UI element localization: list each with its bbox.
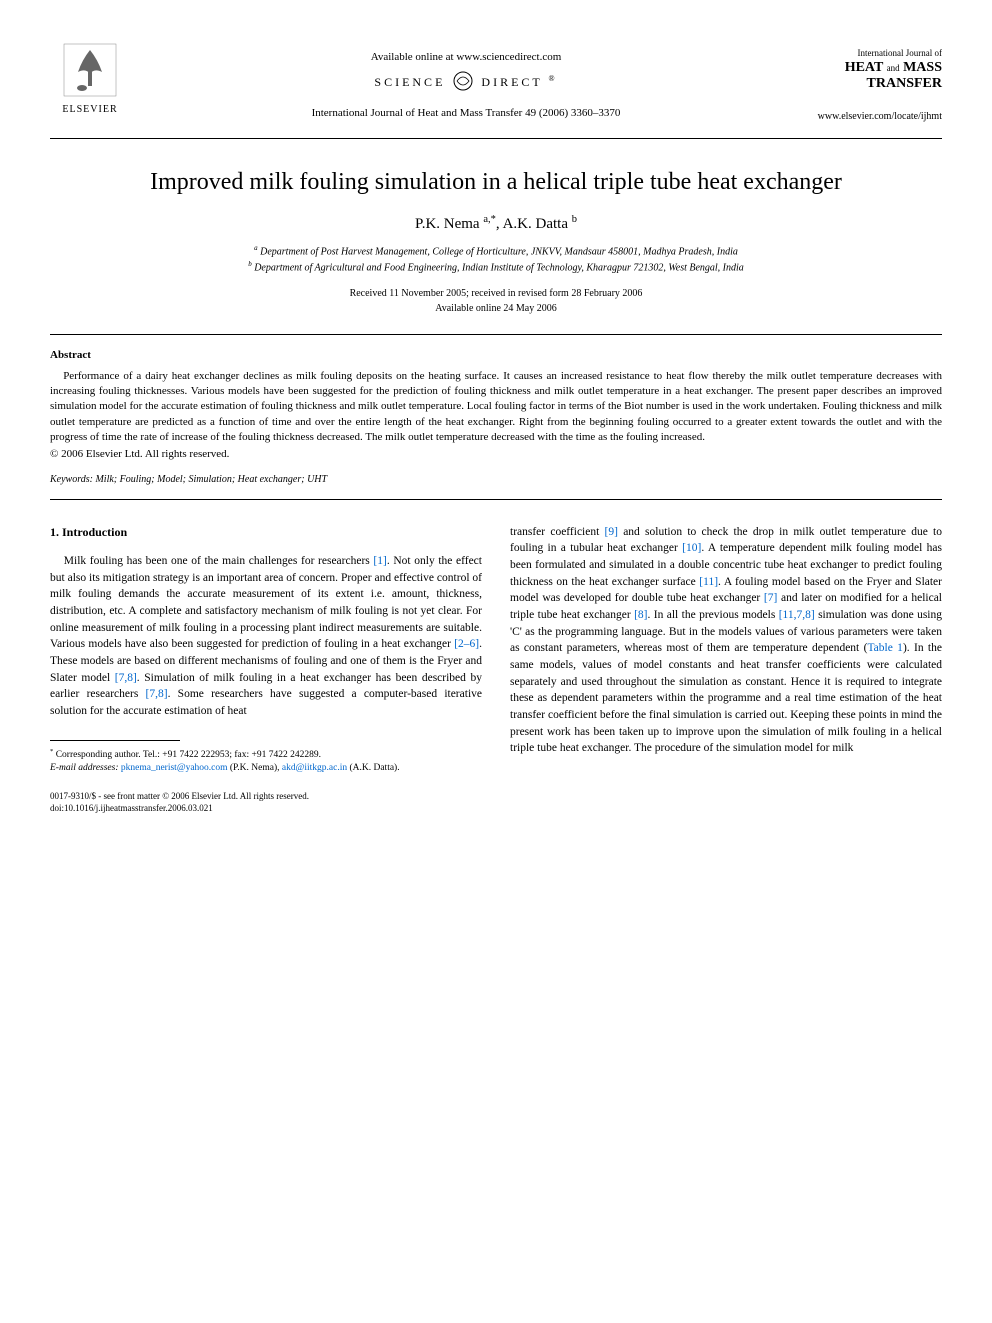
abstract-bottom-rule: [50, 499, 942, 500]
article-dates: Received 11 November 2005; received in r…: [50, 286, 942, 316]
abstract-text: Performance of a dairy heat exchanger de…: [50, 369, 942, 446]
sd-swirl-icon: [451, 69, 475, 97]
author-1: P.K. Nema: [415, 216, 480, 232]
header-rule: [50, 138, 942, 139]
available-online-text: Available online at www.sciencedirect.co…: [130, 51, 802, 63]
journal-subtitle: International Journal of: [802, 48, 942, 58]
footnote-separator: [50, 740, 180, 741]
registered-icon: ®: [549, 74, 558, 83]
journal-url: www.elsevier.com/locate/ijhmt: [802, 111, 942, 122]
keywords-label: Keywords:: [50, 474, 93, 485]
left-column: 1. Introduction Milk fouling has been on…: [50, 524, 482, 815]
header-center: Available online at www.sciencedirect.co…: [130, 51, 802, 119]
journal-mass: MASS: [903, 60, 942, 75]
email-1-name: (P.K. Nema),: [230, 763, 280, 773]
email-1[interactable]: pknema_nerist@yahoo.com: [121, 763, 228, 773]
section-1-heading: 1. Introduction: [50, 524, 482, 541]
footer-info: 0017-9310/$ - see front matter © 2006 El…: [50, 791, 482, 814]
science-text: SCIENCE: [374, 75, 445, 89]
ref-link-7-8b[interactable]: [7,8]: [146, 688, 168, 700]
ref-link-7-8a[interactable]: [7,8]: [115, 672, 137, 684]
body-columns: 1. Introduction Milk fouling has been on…: [50, 524, 942, 815]
email-label: E-mail addresses:: [50, 763, 119, 773]
elsevier-tree-icon: [60, 40, 120, 100]
ref-link-10[interactable]: [10]: [682, 542, 701, 554]
journal-and: and: [887, 63, 900, 73]
online-date: Available online 24 May 2006: [50, 301, 942, 316]
journal-reference: International Journal of Heat and Mass T…: [130, 107, 802, 119]
ref-link-7[interactable]: [7]: [764, 592, 777, 604]
received-date: Received 11 November 2005; received in r…: [50, 286, 942, 301]
direct-text: DIRECT: [481, 75, 542, 89]
footer-line-1: 0017-9310/$ - see front matter © 2006 El…: [50, 791, 482, 803]
ref-link-11[interactable]: [11]: [699, 576, 718, 588]
affiliation-b: b Department of Agricultural and Food En…: [50, 259, 942, 275]
intro-paragraph-left: Milk fouling has been one of the main ch…: [50, 553, 482, 720]
corresponding-footnote: * Corresponding author. Tel.: +91 7422 2…: [50, 747, 482, 776]
elsevier-logo: ELSEVIER: [50, 40, 130, 130]
intro-paragraph-right: transfer coefficient [9] and solution to…: [510, 524, 942, 757]
email-2-name: (A.K. Datta).: [349, 763, 399, 773]
journal-title-heat: HEAT and MASS TRANSFER: [802, 60, 942, 91]
right-column: transfer coefficient [9] and solution to…: [510, 524, 942, 815]
keywords-line: Keywords: Milk; Fouling; Model; Simulati…: [50, 474, 942, 485]
ref-link-1[interactable]: [1]: [373, 555, 386, 567]
affiliation-a-text: Department of Post Harvest Management, C…: [260, 246, 738, 257]
elsevier-label: ELSEVIER: [62, 104, 117, 115]
journal-transfer: TRANSFER: [867, 76, 942, 91]
ref-link-11-7-8[interactable]: [11,7,8]: [779, 609, 815, 621]
authors-line: P.K. Nema a,*, A.K. Datta b: [50, 214, 942, 233]
ref-link-9[interactable]: [9]: [605, 526, 618, 538]
ref-link-2-6[interactable]: [2–6]: [454, 638, 479, 650]
ref-table-1[interactable]: Table 1: [867, 642, 902, 654]
journal-header: ELSEVIER Available online at www.science…: [50, 40, 942, 130]
corr-author-text: Corresponding author. Tel.: +91 7422 222…: [56, 750, 321, 760]
email-2[interactable]: akd@iitkgp.ac.in: [282, 763, 347, 773]
keywords-list: Milk; Fouling; Model; Simulation; Heat e…: [95, 474, 327, 485]
author-2-sup: b: [572, 214, 577, 225]
ref-link-8[interactable]: [8]: [634, 609, 647, 621]
abstract-copyright: © 2006 Elsevier Ltd. All rights reserved…: [50, 448, 942, 460]
abstract-top-rule: [50, 334, 942, 335]
journal-heat: HEAT: [845, 60, 883, 75]
abstract-heading: Abstract: [50, 349, 942, 361]
science-direct-logo: SCIENCE DIRECT ®: [130, 69, 802, 97]
footer-line-2: doi:10.1016/j.ijheatmasstransfer.2006.03…: [50, 803, 482, 815]
affiliation-a: a Department of Post Harvest Management,…: [50, 243, 942, 259]
journal-cover-block: International Journal of HEAT and MASS T…: [802, 48, 942, 122]
article-title: Improved milk fouling simulation in a he…: [50, 169, 942, 196]
author-2: A.K. Datta: [503, 216, 568, 232]
affiliation-b-text: Department of Agricultural and Food Engi…: [254, 263, 744, 274]
author-1-sup: a,*: [483, 214, 496, 225]
